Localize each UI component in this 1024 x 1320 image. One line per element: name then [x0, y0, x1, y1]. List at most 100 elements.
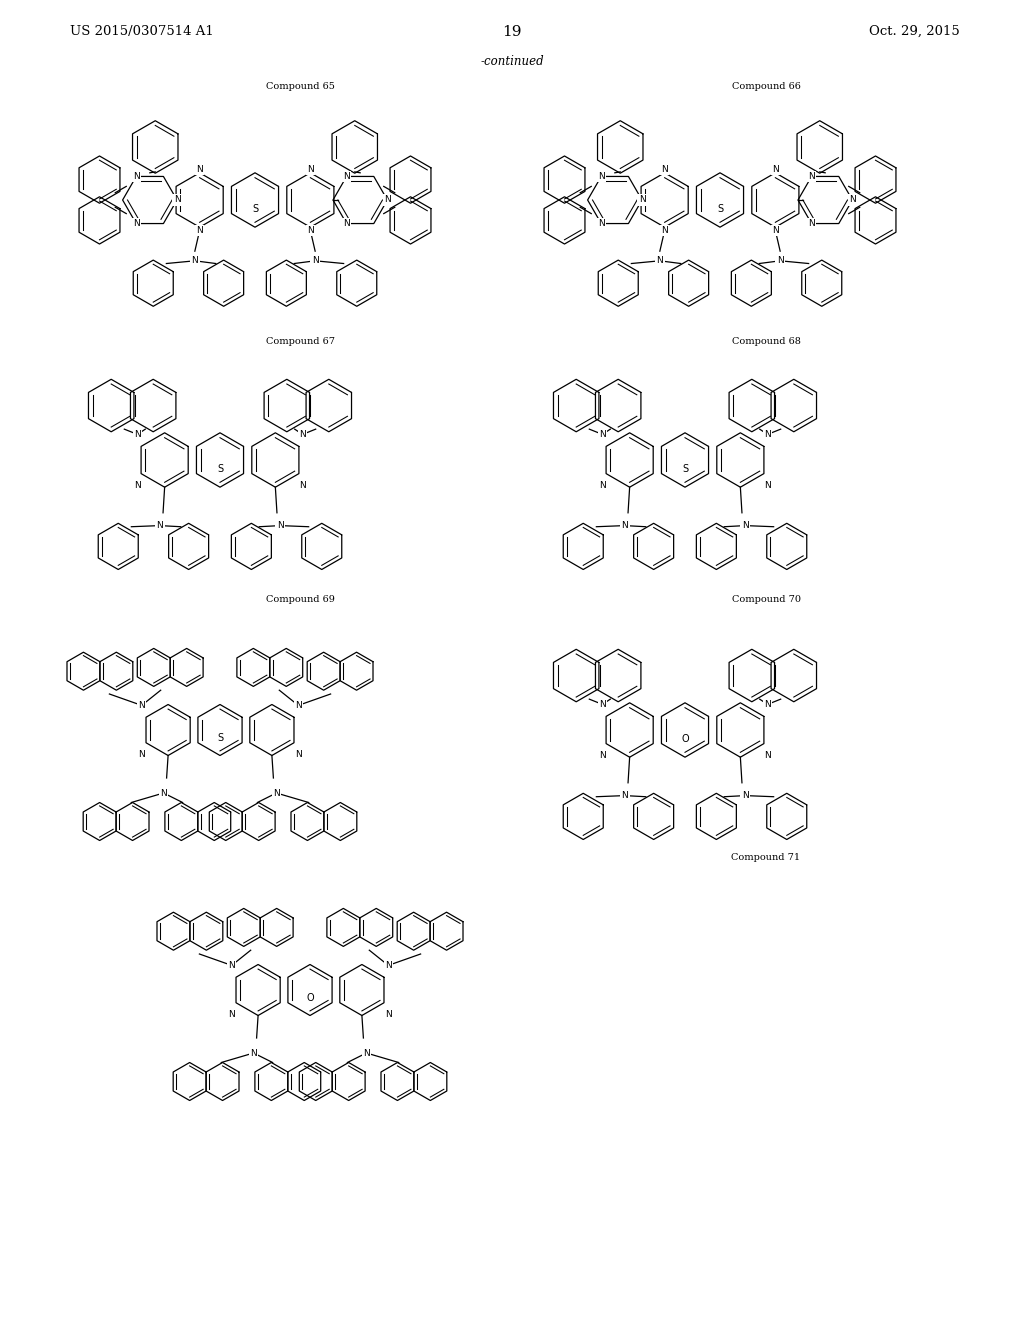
Polygon shape [67, 652, 100, 690]
Text: N: N [662, 226, 668, 235]
Polygon shape [717, 433, 764, 487]
Polygon shape [206, 1063, 239, 1101]
Polygon shape [662, 702, 709, 758]
Polygon shape [563, 793, 603, 840]
Polygon shape [173, 1063, 206, 1101]
Text: 19: 19 [502, 25, 522, 40]
Text: N: N [599, 751, 606, 760]
Polygon shape [430, 912, 463, 950]
Polygon shape [236, 965, 281, 1015]
Text: S: S [252, 205, 258, 214]
Polygon shape [696, 523, 736, 569]
Text: N: N [764, 700, 771, 709]
Polygon shape [771, 649, 816, 702]
Text: N: N [191, 256, 199, 265]
Text: N: N [228, 1010, 236, 1019]
Text: N: N [174, 195, 180, 205]
Polygon shape [327, 908, 359, 946]
Text: N: N [764, 480, 771, 490]
Polygon shape [332, 1063, 366, 1101]
Text: Compound 66: Compound 66 [731, 82, 801, 91]
Text: N: N [622, 791, 628, 800]
Polygon shape [696, 173, 743, 227]
Polygon shape [662, 433, 709, 487]
Text: N: N [160, 788, 167, 797]
Polygon shape [133, 260, 173, 306]
Polygon shape [771, 379, 816, 432]
Polygon shape [340, 652, 373, 690]
Text: N: N [299, 480, 306, 490]
Polygon shape [606, 433, 653, 487]
Polygon shape [169, 523, 209, 569]
Polygon shape [88, 379, 134, 432]
Text: N: N [295, 750, 302, 759]
Polygon shape [333, 177, 387, 223]
Text: N: N [299, 430, 306, 438]
Text: N: N [385, 961, 391, 970]
Polygon shape [332, 120, 378, 173]
Text: N: N [808, 172, 815, 181]
Text: N: N [343, 219, 350, 228]
Polygon shape [100, 652, 133, 690]
Polygon shape [170, 648, 203, 686]
Text: N: N [772, 165, 778, 174]
Polygon shape [165, 803, 198, 841]
Text: N: N [764, 430, 771, 438]
Polygon shape [855, 197, 896, 244]
Polygon shape [390, 197, 431, 244]
Text: S: S [217, 734, 223, 743]
Polygon shape [204, 260, 244, 306]
Polygon shape [729, 379, 774, 432]
Polygon shape [227, 908, 260, 946]
Polygon shape [132, 120, 178, 173]
Text: N: N [599, 430, 606, 438]
Text: N: N [656, 256, 664, 265]
Text: N: N [598, 219, 604, 228]
Text: N: N [772, 226, 778, 235]
Text: N: N [639, 195, 645, 205]
Polygon shape [855, 156, 896, 203]
Polygon shape [340, 965, 384, 1015]
Text: N: N [138, 701, 145, 710]
Text: -continued: -continued [480, 55, 544, 69]
Polygon shape [79, 156, 120, 203]
Text: N: N [228, 961, 236, 970]
Polygon shape [606, 702, 653, 758]
Text: Oct. 29, 2015: Oct. 29, 2015 [869, 25, 961, 38]
Polygon shape [198, 803, 230, 841]
Polygon shape [264, 379, 309, 432]
Polygon shape [79, 197, 120, 244]
Text: N: N [741, 521, 749, 531]
Polygon shape [189, 912, 223, 950]
Text: N: N [134, 430, 141, 438]
Polygon shape [359, 908, 393, 946]
Polygon shape [598, 120, 643, 173]
Polygon shape [554, 379, 599, 432]
Text: N: N [307, 226, 313, 235]
Polygon shape [130, 379, 176, 432]
Text: N: N [250, 1048, 257, 1057]
Text: Compound 71: Compound 71 [731, 853, 801, 862]
Polygon shape [197, 433, 244, 487]
Polygon shape [288, 965, 332, 1015]
Text: N: N [849, 195, 856, 205]
Polygon shape [390, 156, 431, 203]
Text: N: N [133, 172, 139, 181]
Text: N: N [133, 219, 139, 228]
Polygon shape [146, 705, 190, 755]
Text: N: N [599, 700, 606, 709]
Polygon shape [288, 1063, 321, 1101]
Polygon shape [588, 177, 642, 223]
Polygon shape [116, 803, 150, 841]
Polygon shape [596, 379, 641, 432]
Polygon shape [324, 803, 356, 841]
Text: Compound 70: Compound 70 [731, 595, 801, 605]
Polygon shape [299, 1063, 332, 1101]
Polygon shape [337, 260, 377, 306]
Text: N: N [777, 256, 783, 265]
Text: N: N [741, 791, 749, 800]
Polygon shape [176, 173, 223, 227]
Polygon shape [237, 648, 269, 686]
Polygon shape [544, 197, 585, 244]
Text: N: N [662, 165, 668, 174]
